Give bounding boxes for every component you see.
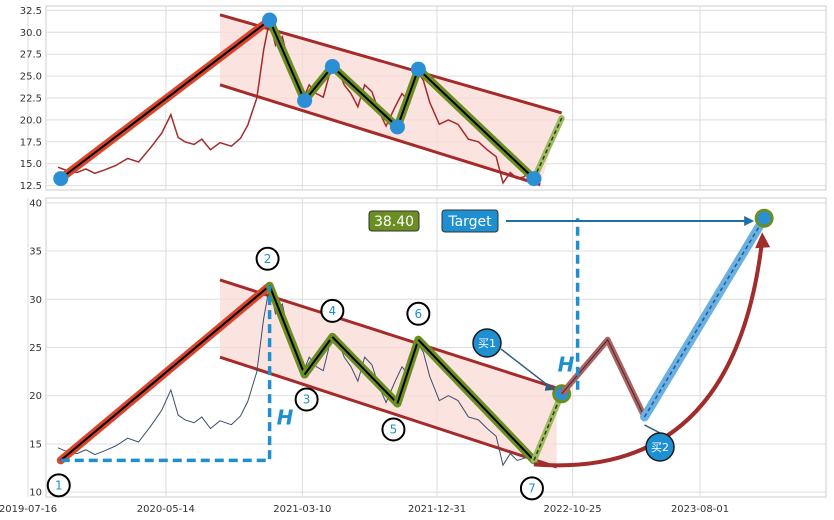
y-tick-label: 20 (29, 391, 42, 402)
corrective-wave-core (396, 339, 420, 404)
target-value-box (368, 210, 420, 232)
buy2-label: 买2 (651, 441, 669, 454)
wave-number-label: 5 (390, 422, 398, 436)
wave-number-label: 3 (303, 393, 311, 407)
pivot-marker (53, 171, 69, 187)
y-tick-label: 15.0 (20, 159, 42, 170)
corrective-wave-core (331, 336, 399, 405)
wave-number-circle (519, 476, 544, 501)
height-label: H (277, 406, 294, 430)
buy2-pointer-line (644, 424, 661, 434)
corrective-wave-core (303, 336, 334, 376)
y-tick-label: 32.5 (20, 6, 42, 17)
breakout-core (533, 393, 563, 461)
y-tick-label: 27.5 (20, 50, 42, 61)
buy2-marker (645, 432, 675, 462)
y-tick-label: 15 (29, 439, 42, 450)
pivot-marker (389, 119, 405, 135)
impulse-wave-core (60, 285, 271, 462)
impulse-wave-core (60, 19, 271, 180)
y-tick-label: 17.5 (20, 137, 42, 148)
corrective-wave-core (268, 19, 306, 102)
price-line (57, 19, 532, 185)
pivot-marker (297, 93, 313, 109)
target-box (441, 209, 499, 233)
x-tick-label: 2021-03-10 (273, 504, 331, 515)
buy1-marker (472, 328, 502, 358)
price-line (57, 285, 532, 467)
wave-number-label: 2 (264, 252, 272, 266)
buy1-pointer-line (500, 348, 555, 391)
projected-rally-core (643, 217, 765, 418)
wave-number-circle (406, 301, 431, 326)
breakout-segment (530, 115, 565, 182)
wave-number-circle (255, 246, 280, 271)
wave-number-label: 7 (528, 481, 536, 495)
pivot-marker (262, 12, 278, 28)
pivot-marker (410, 61, 426, 77)
y-tick-label: 30.0 (20, 28, 42, 39)
corrective-wave-core (268, 285, 306, 375)
target-value-label: 38.40 (374, 214, 414, 230)
wave-number-circle (381, 417, 406, 442)
y-tick-label: 22.5 (20, 94, 42, 105)
y-tick-label: 35 (29, 247, 42, 258)
x-tick-label: 2022-10-25 (544, 504, 602, 515)
y-tick-label: 10 (29, 488, 42, 499)
wave-number-circle (320, 298, 345, 323)
pivot-marker (526, 171, 542, 187)
y-tick-label: 25.0 (20, 72, 42, 83)
corrective-wave-core (331, 65, 399, 128)
y-tick-label: 30 (29, 295, 42, 306)
y-tick-label: 12.5 (20, 181, 42, 192)
target-label: Target (447, 214, 492, 230)
projection-curve-arrow (533, 240, 765, 468)
buy1-label: 买1 (478, 337, 496, 350)
y-tick-label: 20.0 (20, 115, 42, 126)
channel-fill (220, 14, 562, 185)
buy1-pointer-head (544, 382, 556, 391)
projection-curve-arrowhead (755, 232, 771, 249)
y-tick-label: 25 (29, 343, 42, 354)
corrective-wave-core (417, 339, 535, 462)
wave-number-circle (294, 387, 319, 412)
x-tick-label: 2023-08-01 (671, 504, 729, 515)
wave-number-circle (46, 473, 71, 498)
channel-fill (220, 279, 557, 468)
corrective-wave-core (396, 68, 420, 128)
x-tick-label: 2021-12-31 (408, 504, 466, 515)
pivot-marker (324, 58, 340, 74)
target-marker (754, 208, 774, 228)
y-tick-label: 40 (29, 198, 42, 209)
channel-lower-line (219, 355, 558, 469)
height-label-2: H (558, 353, 575, 377)
top-chart-panel: 12.5 15.0 17.5 20.0 22.5 25.0 27.5 30.0 32.5 (20, 5, 827, 192)
x-tick-label: 2019-07-16 (0, 504, 57, 515)
x-tick-label: 2020-05-14 (137, 504, 195, 515)
channel-lower-line (219, 83, 541, 187)
target-arrowhead (744, 216, 755, 226)
wave-number-label: 6 (415, 307, 423, 321)
wave-number-label: 4 (329, 304, 337, 318)
height-measure-line (60, 285, 272, 463)
wave-number-label: 1 (55, 478, 63, 492)
corrective-wave-core (417, 68, 535, 180)
